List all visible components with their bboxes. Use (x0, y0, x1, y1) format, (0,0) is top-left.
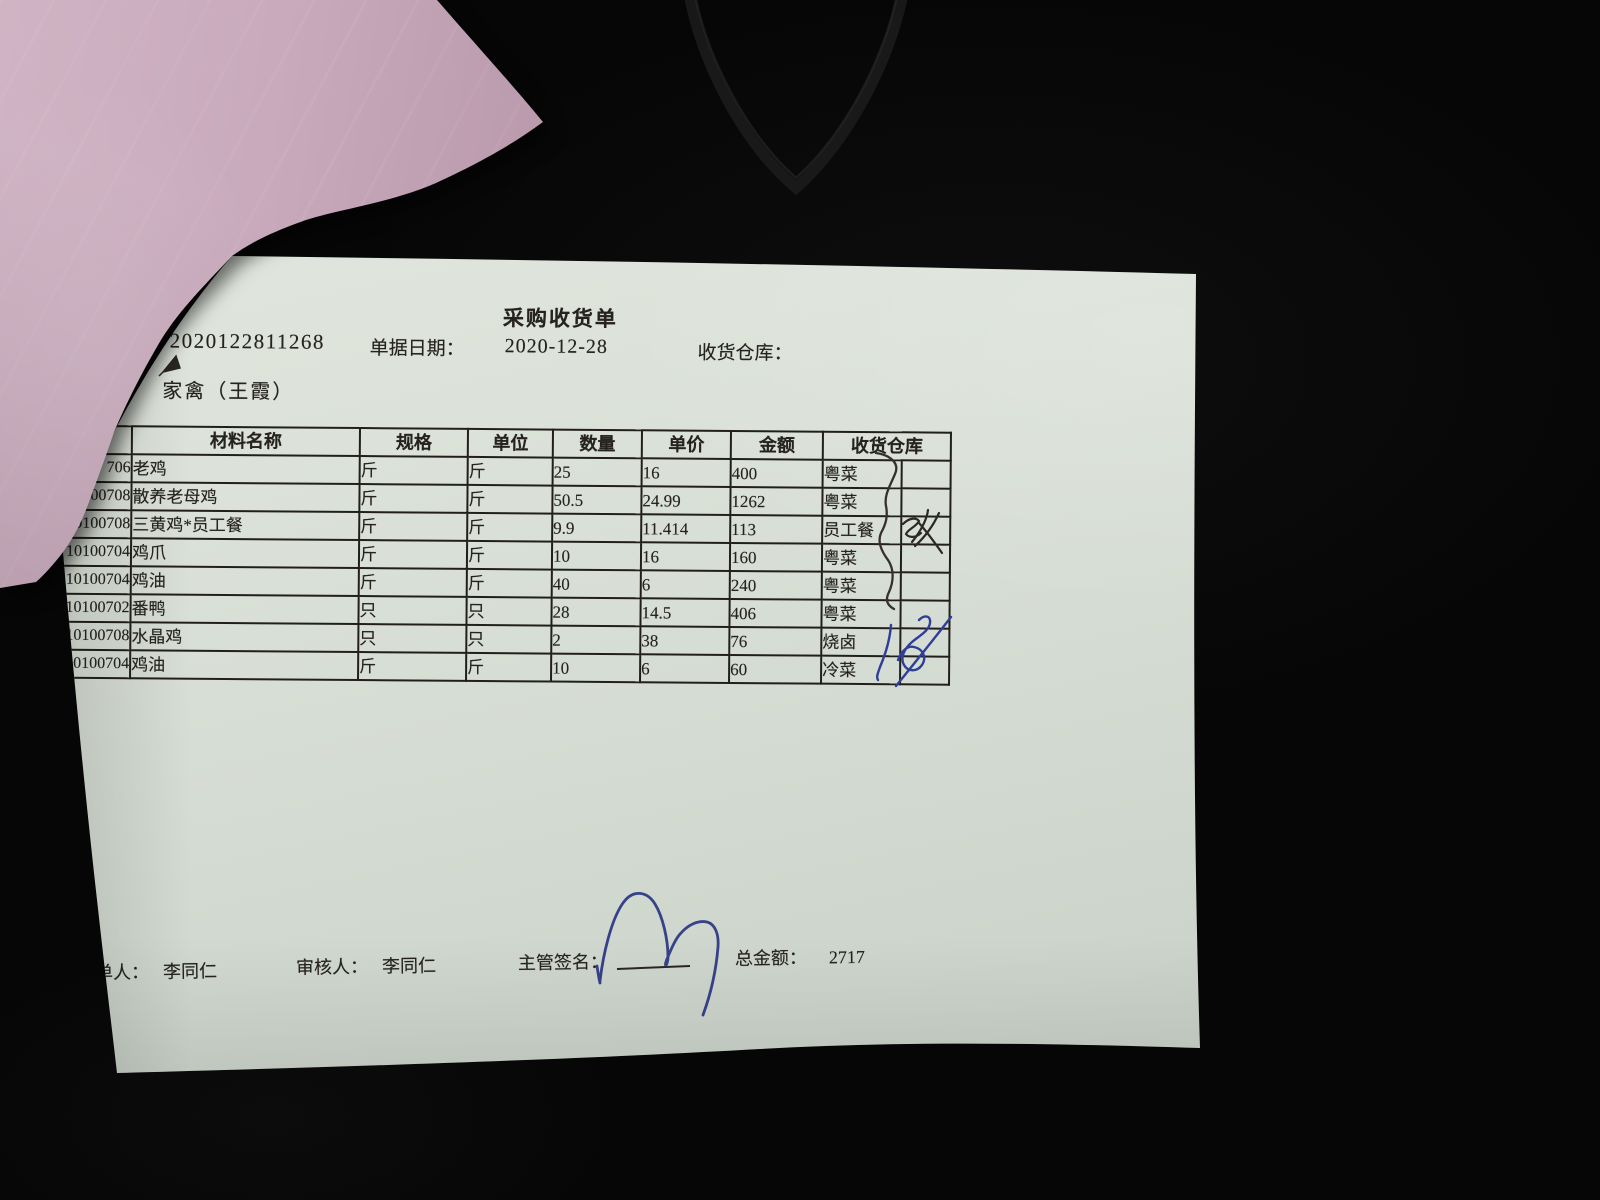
cable-shadow (684, 0, 908, 196)
blue-ink-mark (877, 616, 951, 686)
signature-underline (617, 966, 690, 969)
handwritten-brace (876, 453, 896, 609)
handwritten-note-gai (903, 510, 942, 553)
ink-wedge-mark (159, 356, 180, 376)
supervisor-signature (597, 893, 718, 1015)
